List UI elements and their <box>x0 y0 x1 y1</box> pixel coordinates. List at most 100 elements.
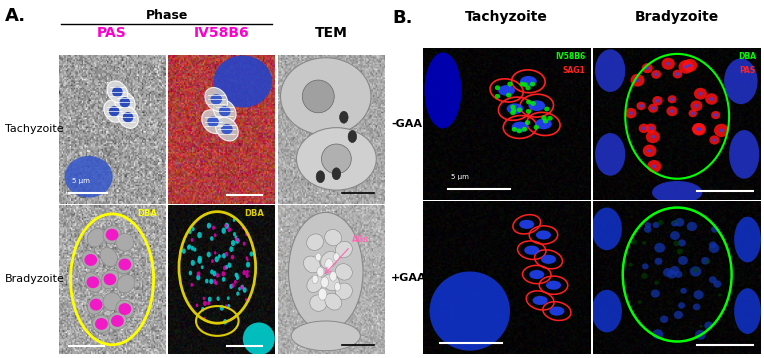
Circle shape <box>688 110 697 117</box>
Ellipse shape <box>724 58 758 104</box>
Circle shape <box>658 220 664 225</box>
Circle shape <box>339 111 348 123</box>
Circle shape <box>312 275 318 284</box>
Circle shape <box>325 258 333 270</box>
Ellipse shape <box>89 299 102 310</box>
Ellipse shape <box>309 295 327 311</box>
Circle shape <box>533 125 539 130</box>
Ellipse shape <box>213 100 236 123</box>
Ellipse shape <box>306 234 324 250</box>
Circle shape <box>688 64 692 67</box>
Ellipse shape <box>104 100 125 122</box>
Circle shape <box>207 252 211 257</box>
Circle shape <box>227 296 229 300</box>
Circle shape <box>673 241 679 246</box>
Circle shape <box>678 302 685 309</box>
Text: AGs: AGs <box>352 234 369 244</box>
Circle shape <box>660 315 668 323</box>
Circle shape <box>547 116 552 121</box>
Circle shape <box>544 107 549 111</box>
Circle shape <box>245 232 248 236</box>
Circle shape <box>235 273 238 278</box>
Circle shape <box>530 101 536 106</box>
Ellipse shape <box>536 231 551 240</box>
Ellipse shape <box>425 52 461 129</box>
Circle shape <box>636 78 639 82</box>
Circle shape <box>648 149 652 153</box>
Circle shape <box>651 290 660 297</box>
Text: DBA: DBA <box>738 52 756 61</box>
Circle shape <box>317 267 324 277</box>
Circle shape <box>197 258 202 264</box>
Ellipse shape <box>219 106 231 116</box>
Circle shape <box>641 273 648 279</box>
Circle shape <box>636 102 646 110</box>
Circle shape <box>693 267 698 272</box>
Circle shape <box>542 115 547 120</box>
Ellipse shape <box>116 255 134 274</box>
Circle shape <box>670 231 680 240</box>
Circle shape <box>678 256 688 265</box>
Ellipse shape <box>529 100 545 111</box>
Circle shape <box>704 321 713 330</box>
Ellipse shape <box>335 263 352 280</box>
Circle shape <box>245 298 248 301</box>
Text: IV58B6: IV58B6 <box>194 26 249 40</box>
Circle shape <box>242 226 244 229</box>
Circle shape <box>647 160 661 173</box>
Circle shape <box>713 280 721 288</box>
Circle shape <box>245 256 248 260</box>
Circle shape <box>187 245 190 250</box>
Circle shape <box>683 59 698 72</box>
Ellipse shape <box>243 323 275 355</box>
Circle shape <box>629 111 633 115</box>
Ellipse shape <box>112 87 123 97</box>
Circle shape <box>229 246 234 252</box>
Circle shape <box>720 129 724 132</box>
Ellipse shape <box>546 281 561 290</box>
Circle shape <box>631 239 637 245</box>
Circle shape <box>690 266 701 277</box>
Circle shape <box>220 305 224 311</box>
Ellipse shape <box>116 233 134 251</box>
Circle shape <box>646 130 660 143</box>
Circle shape <box>182 248 186 254</box>
Circle shape <box>712 138 717 142</box>
Circle shape <box>196 304 199 307</box>
Circle shape <box>332 168 341 180</box>
Circle shape <box>670 97 674 101</box>
Circle shape <box>196 271 200 277</box>
Circle shape <box>210 236 213 241</box>
Circle shape <box>678 60 694 74</box>
Circle shape <box>697 127 701 131</box>
Ellipse shape <box>104 274 116 285</box>
Ellipse shape <box>321 251 337 268</box>
Circle shape <box>227 304 230 308</box>
Circle shape <box>225 223 229 229</box>
Circle shape <box>233 218 235 222</box>
Ellipse shape <box>535 118 552 129</box>
Circle shape <box>231 283 235 288</box>
Ellipse shape <box>307 275 323 292</box>
Circle shape <box>526 100 532 105</box>
Ellipse shape <box>335 283 352 299</box>
Circle shape <box>651 106 655 110</box>
Ellipse shape <box>325 229 342 246</box>
Circle shape <box>675 72 679 76</box>
Circle shape <box>523 82 528 87</box>
Circle shape <box>225 265 228 270</box>
Ellipse shape <box>117 275 134 293</box>
Text: IV58B6: IV58B6 <box>555 52 585 61</box>
Circle shape <box>639 124 649 133</box>
Circle shape <box>651 70 661 79</box>
Circle shape <box>671 220 678 227</box>
Ellipse shape <box>520 220 534 229</box>
Ellipse shape <box>280 58 371 135</box>
Circle shape <box>246 270 249 274</box>
Ellipse shape <box>87 228 105 247</box>
Circle shape <box>242 270 246 275</box>
Ellipse shape <box>429 271 510 350</box>
Circle shape <box>512 127 517 132</box>
Ellipse shape <box>335 241 352 258</box>
Circle shape <box>543 118 549 124</box>
